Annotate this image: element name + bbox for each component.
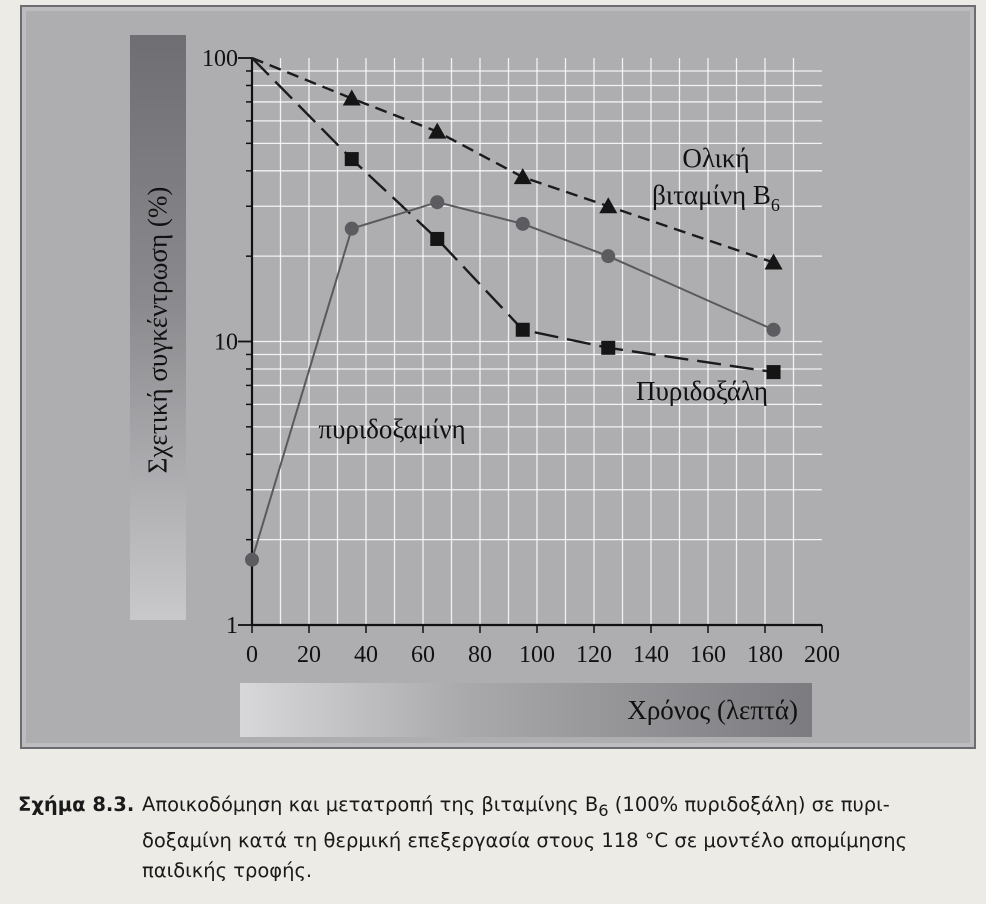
data-point — [342, 89, 361, 106]
x-axis-title-band — [240, 683, 812, 737]
y-tick-label: 100 — [202, 46, 238, 72]
series-label-3: πυριδοξαμίνη — [318, 414, 465, 444]
x-tick-label: 80 — [468, 642, 492, 668]
series-line — [251, 201, 774, 560]
caption-label: Σχήμα 8.3. — [18, 793, 135, 816]
x-axis-title: Χρόνος (λεπτά) — [627, 695, 798, 725]
x-tick-label: 160 — [690, 642, 726, 668]
x-tick-label: 100 — [519, 642, 555, 668]
grid — [252, 58, 822, 625]
series-2 — [251, 57, 781, 380]
x-tick-label: 0 — [246, 642, 258, 668]
y-tick-label: 1 — [226, 613, 238, 639]
series-label-2: Πυριδοξάλη — [636, 376, 768, 406]
x-tick-label: 40 — [354, 642, 378, 668]
x-tick-label: 60 — [411, 642, 435, 668]
data-point — [245, 552, 259, 567]
x-tick-label: 120 — [576, 642, 612, 668]
x-tick-label: 200 — [804, 642, 840, 668]
data-point — [430, 195, 445, 210]
series-3 — [245, 195, 781, 567]
x-tick-label: 180 — [747, 642, 783, 668]
data-point — [344, 221, 359, 236]
axes: 1 10 100 0 20 40 60 80 100 120 140 160 180 200 — [202, 46, 840, 668]
data-point — [344, 152, 359, 167]
figure-caption: Σχήμα 8.3. Αποικοδόμηση και μετατροπή της… — [18, 790, 978, 886]
data-point — [599, 197, 618, 214]
series — [245, 56, 783, 567]
data-point — [601, 249, 616, 264]
series-label-1: Ολική βιταμίνη B6 — [652, 143, 780, 215]
series-1 — [251, 56, 783, 270]
data-point — [601, 340, 616, 355]
data-point — [766, 365, 781, 380]
series-line — [251, 56, 774, 264]
series-line — [251, 57, 774, 374]
caption-line1: Αποικοδόμηση και μετατροπή της βιταμίνης… — [142, 793, 890, 820]
data-point — [428, 122, 447, 139]
y-axis-title-band — [130, 35, 186, 620]
y-axis-title: Σχετική συγκέντρωση (%) — [142, 186, 173, 474]
data-point — [430, 231, 445, 246]
data-point — [515, 216, 530, 231]
series-labels: Ολική βιταμίνη B6 Πυριδοξάλη πυριδοξαμίνη — [318, 143, 780, 444]
caption-line3: παιδικής τροφής. — [142, 858, 313, 882]
data-point — [513, 168, 532, 185]
data-point — [766, 322, 781, 337]
data-point — [764, 253, 783, 270]
x-tick-label: 140 — [633, 642, 669, 668]
y-tick-label: 10 — [214, 330, 238, 356]
data-point — [515, 322, 530, 337]
x-tick-label: 20 — [297, 642, 321, 668]
caption-line2: δοξαμίνη κατά τη θερμική επεξεργασία στο… — [142, 828, 908, 852]
